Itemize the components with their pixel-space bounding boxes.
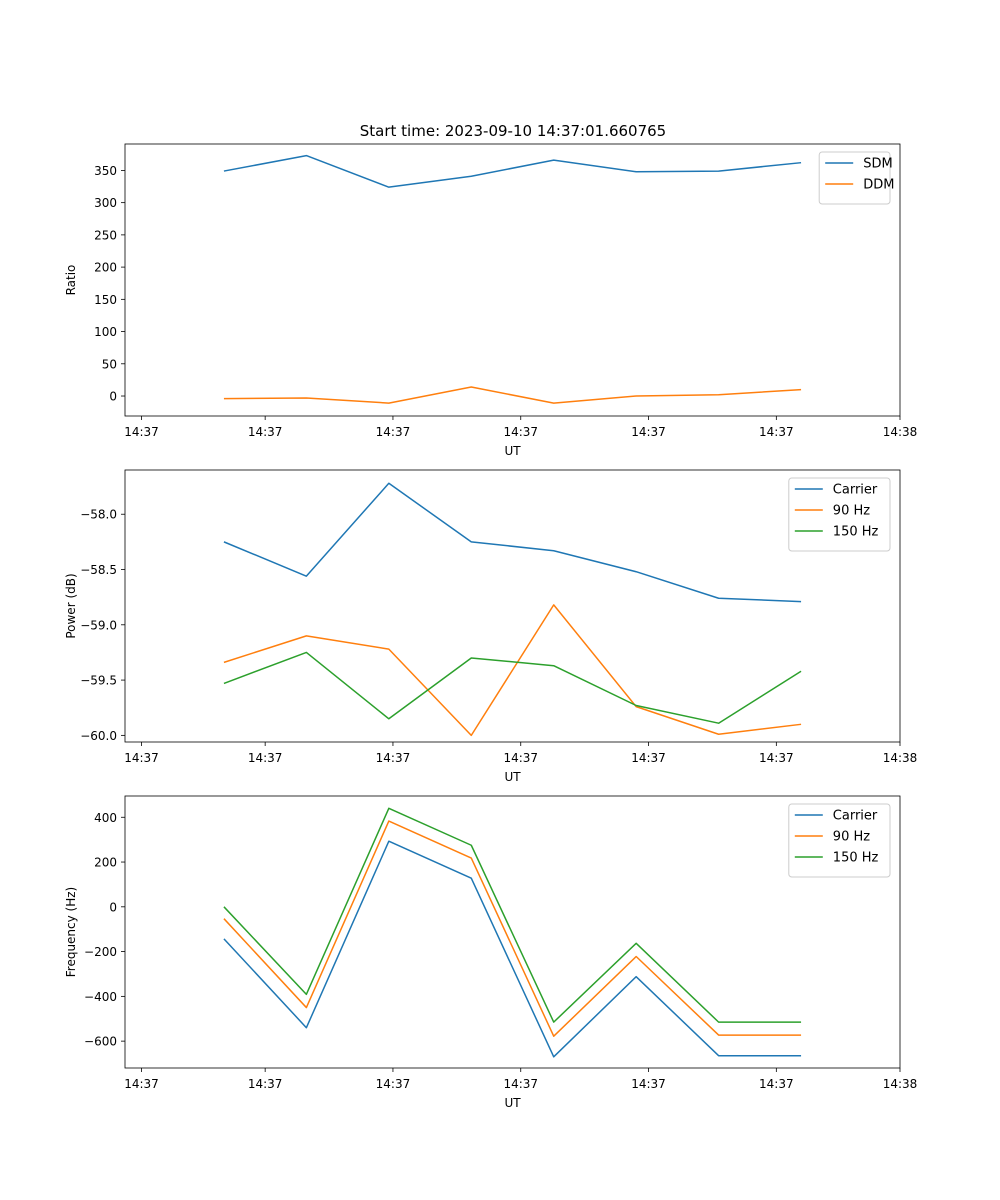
series-line-90-hz	[223, 820, 802, 1037]
y-tick-label: −59.5	[80, 674, 117, 688]
series-line-90-hz	[223, 604, 802, 737]
y-tick-label: 200	[94, 261, 117, 275]
y-tick-label: −200	[84, 945, 117, 959]
axes-frame	[124, 469, 901, 743]
legend: Carrier 90 Hz 150 Hz	[788, 477, 891, 552]
x-tick-label: 14:37	[248, 425, 283, 439]
x-tick-label: 14:37	[631, 1077, 666, 1091]
subplot-1: 14:37 14:37 14:37 14:37 14:37 14:37 14:38 0 50 10…	[64, 143, 918, 458]
legend-label: 150 Hz	[833, 525, 879, 540]
x-tick-label: 14:38	[883, 1077, 918, 1091]
y-tick-label: 400	[94, 811, 117, 825]
x-tick-label: 14:37	[248, 751, 283, 765]
y-tick-label: −400	[84, 990, 117, 1004]
legend: Carrier 90 Hz 150 Hz	[788, 803, 891, 878]
legend-label: 90 Hz	[833, 504, 870, 519]
x-tick-label: 14:37	[503, 1077, 538, 1091]
x-tick-label: 14:37	[631, 425, 666, 439]
y-tick-label: 200	[94, 856, 117, 870]
subplots: 14:37 14:37 14:37 14:37 14:37 14:37 14:38 0 50 10…	[64, 143, 918, 1110]
legend-label: Carrier	[833, 483, 878, 498]
x-tick-label: 14:37	[376, 751, 411, 765]
legend-box	[818, 151, 891, 205]
x-tick-label: 14:37	[503, 425, 538, 439]
series-line-150-hz	[223, 651, 802, 724]
x-tick-label: 14:37	[376, 1077, 411, 1091]
x-tick-label: 14:37	[759, 1077, 794, 1091]
legend: SDM DDM	[818, 151, 894, 205]
y-tick-label: −59.0	[80, 618, 117, 632]
x-tick-label: 14:37	[759, 425, 794, 439]
x-tick-label: 14:37	[124, 1077, 159, 1091]
series-line-carrier	[223, 840, 802, 1058]
y-axis-label: Frequency (Hz)	[64, 887, 78, 978]
series-line-ddm	[223, 386, 802, 404]
y-axis-label: Ratio	[64, 265, 78, 296]
axes-frame	[124, 143, 901, 417]
figure-title: Start time: 2023-09-10 14:37:01.660765	[360, 122, 666, 140]
y-tick-label: −58.5	[80, 563, 117, 577]
x-tick-label: 14:37	[503, 751, 538, 765]
x-tick-label: 14:38	[883, 751, 918, 765]
y-tick-label: 0	[109, 390, 117, 404]
legend-label: 90 Hz	[833, 830, 870, 845]
x-tick-label: 14:37	[124, 751, 159, 765]
subplot-2: 14:37 14:37 14:37 14:37 14:37 14:37 14:38 −58.0…	[64, 469, 918, 784]
y-tick-label: 100	[94, 325, 117, 339]
axes-frame	[124, 795, 901, 1069]
y-tick-label: 250	[94, 228, 117, 242]
series-line-sdm	[223, 154, 802, 188]
series-line-150-hz	[223, 807, 802, 1023]
legend-box	[788, 803, 891, 878]
x-tick-label: 14:37	[248, 1077, 283, 1091]
y-tick-label: 150	[94, 293, 117, 307]
y-tick-label: −58.0	[80, 508, 117, 522]
legend-label: SDM	[863, 157, 892, 172]
subplot-3: 14:37 14:37 14:37 14:37 14:37 14:37 14:38 400 20…	[64, 795, 918, 1110]
y-tick-label: 0	[109, 900, 117, 914]
x-tick-label: 14:37	[376, 425, 411, 439]
legend-label: 150 Hz	[833, 851, 879, 866]
y-tick-label: 50	[102, 357, 117, 371]
x-axis-label: UT	[504, 444, 521, 458]
x-axis-label: UT	[504, 1096, 521, 1110]
x-tick-label: 14:37	[759, 751, 794, 765]
y-tick-label: 300	[94, 196, 117, 210]
x-axis-label: UT	[504, 770, 521, 784]
legend-box	[788, 477, 891, 552]
y-axis-label: Power (dB)	[64, 573, 78, 638]
legend-label: DDM	[863, 178, 894, 193]
x-tick-label: 14:38	[883, 425, 918, 439]
y-tick-label: −60.0	[80, 729, 117, 743]
y-tick-label: −600	[84, 1035, 117, 1049]
x-tick-label: 14:37	[124, 425, 159, 439]
legend-label: Carrier	[833, 809, 878, 824]
x-tick-label: 14:37	[631, 751, 666, 765]
series-line-carrier	[223, 482, 802, 603]
y-tick-label: 350	[94, 164, 117, 178]
